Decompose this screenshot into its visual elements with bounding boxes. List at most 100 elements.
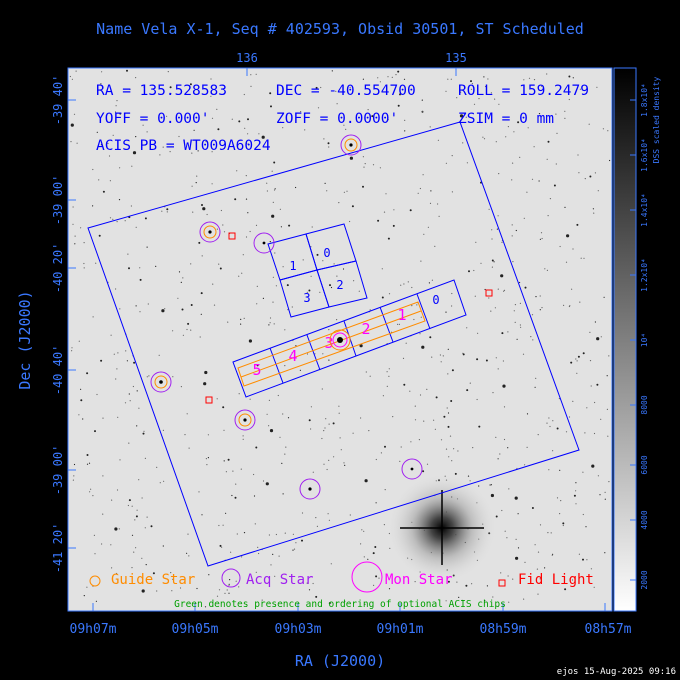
background-star [256, 285, 258, 287]
background-star [234, 198, 237, 201]
background-star [102, 513, 104, 515]
background-star [218, 589, 221, 591]
background-star [381, 296, 384, 299]
background-star [273, 323, 275, 325]
background-star [451, 155, 453, 157]
background-star [393, 209, 395, 211]
background-star [457, 450, 459, 452]
background-star [287, 417, 290, 419]
background-star [506, 537, 508, 539]
background-star [360, 543, 362, 545]
background-star [328, 423, 330, 425]
background-star [124, 402, 127, 404]
background-star [381, 268, 383, 270]
background-star [388, 368, 390, 370]
background-star [483, 138, 486, 140]
background-star [584, 178, 586, 180]
background-star [328, 146, 330, 148]
background-star [282, 413, 284, 415]
background-star [134, 519, 136, 521]
background-star [367, 558, 369, 560]
background-star [426, 463, 429, 465]
background-star [410, 441, 412, 443]
background-star [275, 285, 277, 287]
background-star [564, 588, 567, 591]
background-star [295, 345, 297, 347]
background-star [98, 234, 101, 237]
background-star [146, 516, 148, 518]
background-star [144, 527, 146, 529]
background-star [269, 429, 274, 433]
background-star [188, 447, 190, 449]
background-star [269, 322, 271, 324]
background-star [568, 416, 571, 418]
background-star [385, 193, 387, 195]
background-star [389, 547, 391, 550]
background-star [362, 185, 364, 188]
background-star [78, 340, 80, 342]
background-star [128, 442, 130, 444]
background-star [129, 400, 131, 402]
background-star [128, 393, 130, 395]
background-star [377, 219, 380, 222]
background-star [397, 323, 399, 325]
background-star [100, 83, 102, 85]
background-star [539, 238, 542, 240]
background-star [141, 589, 145, 593]
background-star [413, 318, 415, 321]
background-star [526, 413, 529, 415]
svg-text:135: 135 [445, 51, 467, 65]
background-star [135, 515, 138, 518]
background-star [182, 277, 184, 279]
background-star [547, 532, 549, 534]
background-star [382, 395, 384, 397]
background-star [404, 119, 406, 121]
background-star [310, 275, 312, 277]
background-star [501, 241, 503, 243]
background-star [221, 546, 223, 548]
background-star [503, 289, 506, 291]
chip-label-s4: 4 [288, 347, 297, 365]
zoff-readout: ZOFF = 0.0000' [276, 111, 398, 127]
plot-frame [67, 67, 613, 612]
background-star [576, 223, 579, 226]
background-star [70, 141, 72, 143]
background-star [451, 369, 454, 372]
background-star [272, 301, 274, 303]
background-star [211, 151, 213, 153]
background-star [589, 331, 591, 333]
background-star [364, 479, 368, 483]
background-star [83, 262, 85, 265]
background-star [517, 547, 520, 549]
background-star [249, 398, 251, 400]
background-star [195, 182, 197, 184]
background-star [531, 314, 534, 316]
background-star [420, 260, 422, 262]
background-star [273, 161, 276, 164]
background-star [475, 241, 477, 243]
background-star [241, 556, 243, 558]
background-star [501, 509, 503, 512]
background-star [284, 453, 286, 455]
background-star [159, 154, 161, 156]
background-star [483, 76, 485, 78]
background-star [383, 211, 386, 213]
background-star [400, 284, 402, 286]
background-star [477, 332, 479, 334]
background-star [114, 111, 117, 113]
fid-lights [205, 232, 493, 404]
background-star [336, 319, 338, 321]
background-star [566, 234, 570, 238]
background-star [454, 472, 457, 475]
background-star [125, 350, 127, 352]
background-star [544, 567, 546, 569]
background-star [100, 359, 103, 362]
background-star [586, 407, 588, 409]
background-star [588, 123, 590, 125]
background-star [288, 224, 291, 227]
background-star [523, 217, 525, 219]
background-star [231, 118, 233, 120]
background-star [96, 393, 98, 396]
background-star [117, 352, 119, 354]
background-star [203, 382, 207, 386]
